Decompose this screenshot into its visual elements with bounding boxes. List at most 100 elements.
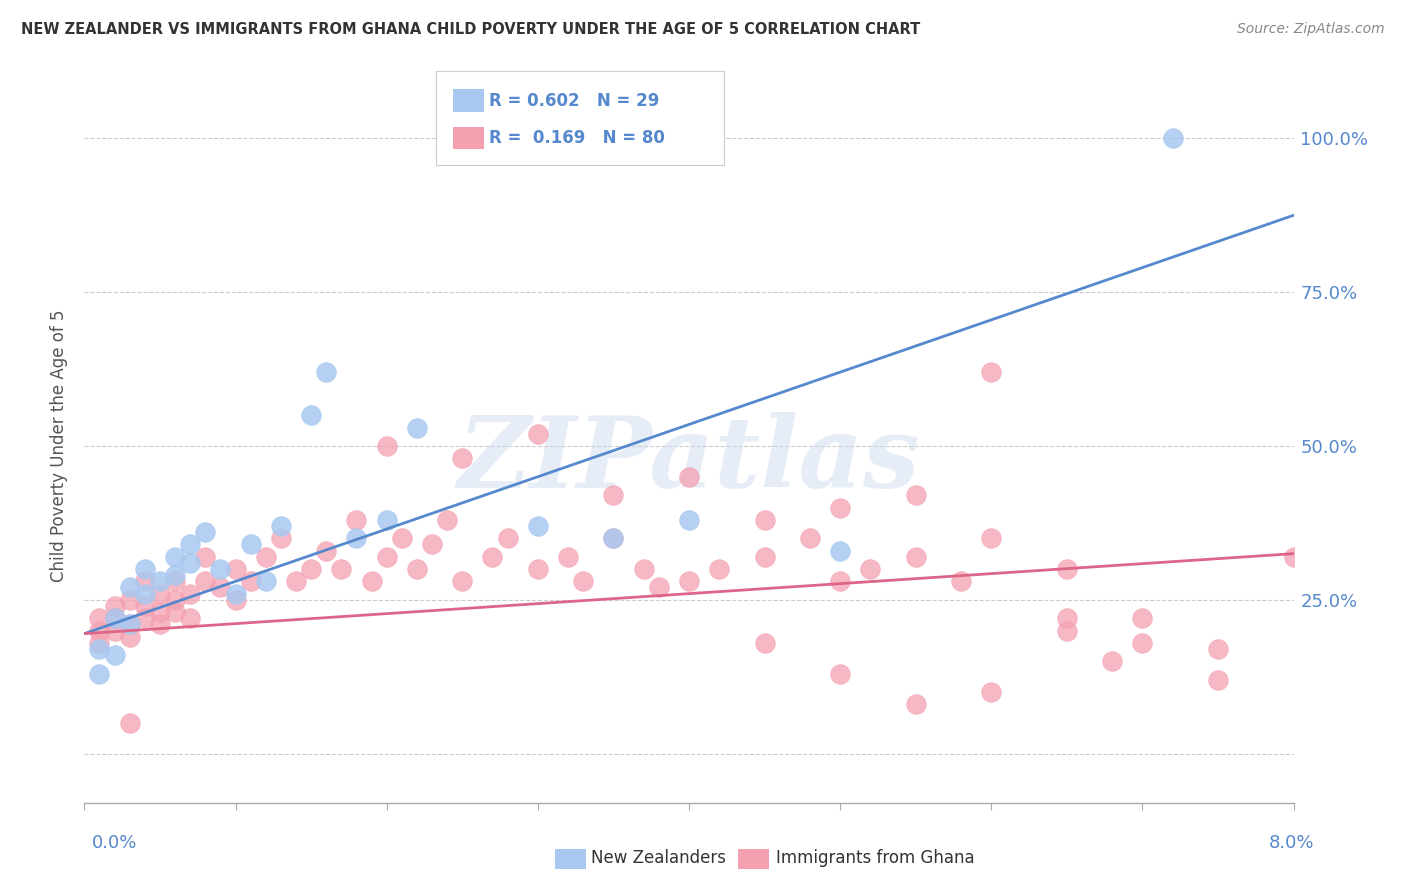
Point xyxy=(118,715,141,730)
Point xyxy=(346,513,368,527)
Point xyxy=(375,439,398,453)
Point xyxy=(225,587,247,601)
Point xyxy=(346,531,368,545)
Point xyxy=(225,562,247,576)
Point xyxy=(254,549,277,564)
Point xyxy=(391,531,413,545)
Point xyxy=(420,537,443,551)
Point xyxy=(527,519,550,533)
Point xyxy=(89,611,111,625)
Point xyxy=(315,543,337,558)
Point xyxy=(375,513,398,527)
Point xyxy=(179,587,201,601)
Point xyxy=(904,549,927,564)
Point xyxy=(134,599,156,613)
Point xyxy=(118,581,141,595)
Point xyxy=(950,574,973,589)
Point xyxy=(481,549,503,564)
Point xyxy=(104,611,127,625)
Point xyxy=(239,574,262,589)
Point xyxy=(980,685,1002,699)
Point xyxy=(179,611,201,625)
Point xyxy=(527,562,550,576)
Point xyxy=(859,562,882,576)
Point xyxy=(165,574,187,589)
Point xyxy=(496,531,519,545)
Point xyxy=(678,513,700,527)
Point xyxy=(179,556,201,570)
Point xyxy=(165,549,187,564)
Point xyxy=(134,587,156,601)
Point xyxy=(754,513,776,527)
Point xyxy=(360,574,382,589)
Point xyxy=(406,420,429,434)
Point xyxy=(572,574,595,589)
Text: R =  0.169   N = 80: R = 0.169 N = 80 xyxy=(489,129,665,147)
Point xyxy=(830,574,852,589)
Point xyxy=(904,488,927,502)
Point xyxy=(118,617,141,632)
Point xyxy=(754,549,776,564)
Point xyxy=(602,531,624,545)
Point xyxy=(602,531,624,545)
Point xyxy=(980,365,1002,379)
Point xyxy=(134,574,156,589)
Point xyxy=(375,549,398,564)
Point xyxy=(1132,611,1154,625)
Point xyxy=(678,469,700,483)
Point xyxy=(315,365,337,379)
Point xyxy=(451,451,474,466)
Point xyxy=(89,636,111,650)
Point xyxy=(104,599,127,613)
Point xyxy=(980,531,1002,545)
Point xyxy=(406,562,429,576)
Point xyxy=(904,698,927,712)
Point xyxy=(165,605,187,619)
Text: Source: ZipAtlas.com: Source: ZipAtlas.com xyxy=(1237,22,1385,37)
Point xyxy=(557,549,579,564)
Point xyxy=(633,562,655,576)
Point xyxy=(1206,642,1229,657)
Point xyxy=(330,562,353,576)
Point xyxy=(149,617,172,632)
Point xyxy=(527,426,550,441)
Point xyxy=(709,562,731,576)
Text: NEW ZEALANDER VS IMMIGRANTS FROM GHANA CHILD POVERTY UNDER THE AGE OF 5 CORRELAT: NEW ZEALANDER VS IMMIGRANTS FROM GHANA C… xyxy=(21,22,921,37)
Point xyxy=(104,648,127,662)
Point xyxy=(104,611,127,625)
Point xyxy=(678,574,700,589)
Point xyxy=(270,519,292,533)
Point xyxy=(299,409,322,423)
Point xyxy=(225,592,247,607)
Point xyxy=(89,642,111,657)
Text: New Zealanders: New Zealanders xyxy=(591,849,725,867)
Point xyxy=(602,488,624,502)
Point xyxy=(165,592,187,607)
Point xyxy=(1056,624,1078,638)
Point xyxy=(194,549,217,564)
Point xyxy=(89,666,111,681)
Text: R = 0.602   N = 29: R = 0.602 N = 29 xyxy=(489,92,659,110)
Point xyxy=(270,531,292,545)
Point xyxy=(1206,673,1229,687)
Point xyxy=(451,574,474,589)
Point xyxy=(165,568,187,582)
Point xyxy=(1132,636,1154,650)
Point xyxy=(104,624,127,638)
Point xyxy=(194,525,217,540)
Point xyxy=(134,611,156,625)
Point xyxy=(1161,131,1184,145)
Point xyxy=(134,562,156,576)
Point xyxy=(209,562,232,576)
Point xyxy=(754,636,776,650)
Point xyxy=(648,581,671,595)
Text: Immigrants from Ghana: Immigrants from Ghana xyxy=(776,849,974,867)
Point xyxy=(830,543,852,558)
Point xyxy=(1282,549,1305,564)
Point xyxy=(1101,654,1123,668)
Point xyxy=(194,574,217,589)
Point xyxy=(1056,611,1078,625)
Point xyxy=(830,500,852,515)
Text: 8.0%: 8.0% xyxy=(1270,834,1315,852)
Point xyxy=(1056,562,1078,576)
